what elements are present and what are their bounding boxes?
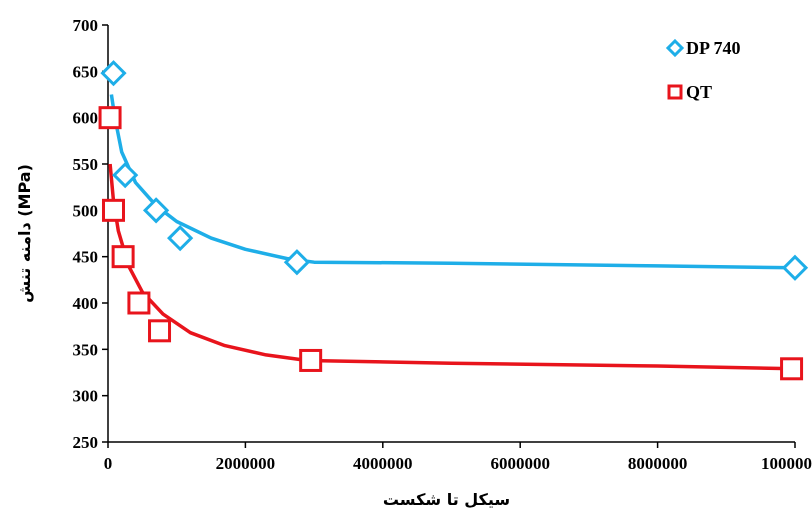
y-tick-label: 500: [73, 201, 99, 220]
data-point-dp-740: [781, 254, 809, 281]
legend-label: QT: [686, 82, 712, 102]
x-tick-label: 0: [104, 454, 113, 473]
y-tick-label: 600: [73, 109, 99, 128]
x-tick-label: 6000000: [490, 454, 550, 473]
data-point-dp-740: [283, 249, 311, 276]
legend-marker-diamond: [665, 38, 685, 58]
y-tick-label: 250: [73, 433, 99, 452]
y-tick-label: 650: [73, 62, 99, 81]
x-tick-label: 10000000: [761, 454, 812, 473]
data-point-qt: [101, 198, 125, 222]
data-point-qt: [127, 291, 151, 315]
data-point-qt: [111, 245, 135, 269]
legend-label: DP 740: [686, 38, 741, 58]
data-point-dp-740: [142, 197, 170, 224]
data-point-qt: [780, 357, 804, 381]
data-point-dp-740: [112, 161, 139, 189]
data-markers: [98, 60, 809, 381]
x-tick-label: 4000000: [353, 454, 413, 473]
x-axis-title: سیکل تا شکست: [383, 490, 510, 509]
y-tick-label: 700: [73, 16, 99, 35]
plot-area: [107, 25, 795, 443]
y-axis-title: دامنه تنش (MPa): [15, 164, 34, 303]
x-axis-ticks: 0 2000000 4000000 6000000 8000000 10000000: [104, 442, 812, 473]
y-axis-ticks: 250 300 350 400 450 500 550 600 650 700: [73, 16, 108, 452]
data-point-qt: [148, 319, 172, 343]
y-tick-label: 350: [73, 340, 99, 359]
y-tick-label: 450: [73, 248, 99, 267]
data-point-qt: [98, 106, 122, 130]
x-tick-label: 2000000: [216, 454, 276, 473]
x-tick-label: 8000000: [628, 454, 688, 473]
y-tick-label: 400: [73, 294, 99, 313]
y-tick-label: 550: [73, 155, 99, 174]
trendlines: [108, 94, 796, 371]
legend: DP 740 QT: [665, 38, 741, 102]
data-point-qt: [299, 348, 323, 372]
data-point-dp-740: [167, 225, 194, 252]
data-point-dp-740: [100, 60, 127, 87]
trendline-qt: [108, 163, 796, 371]
trendline-dp-740: [109, 94, 796, 270]
legend-marker-square: [667, 84, 683, 100]
y-tick-label: 300: [73, 387, 99, 406]
